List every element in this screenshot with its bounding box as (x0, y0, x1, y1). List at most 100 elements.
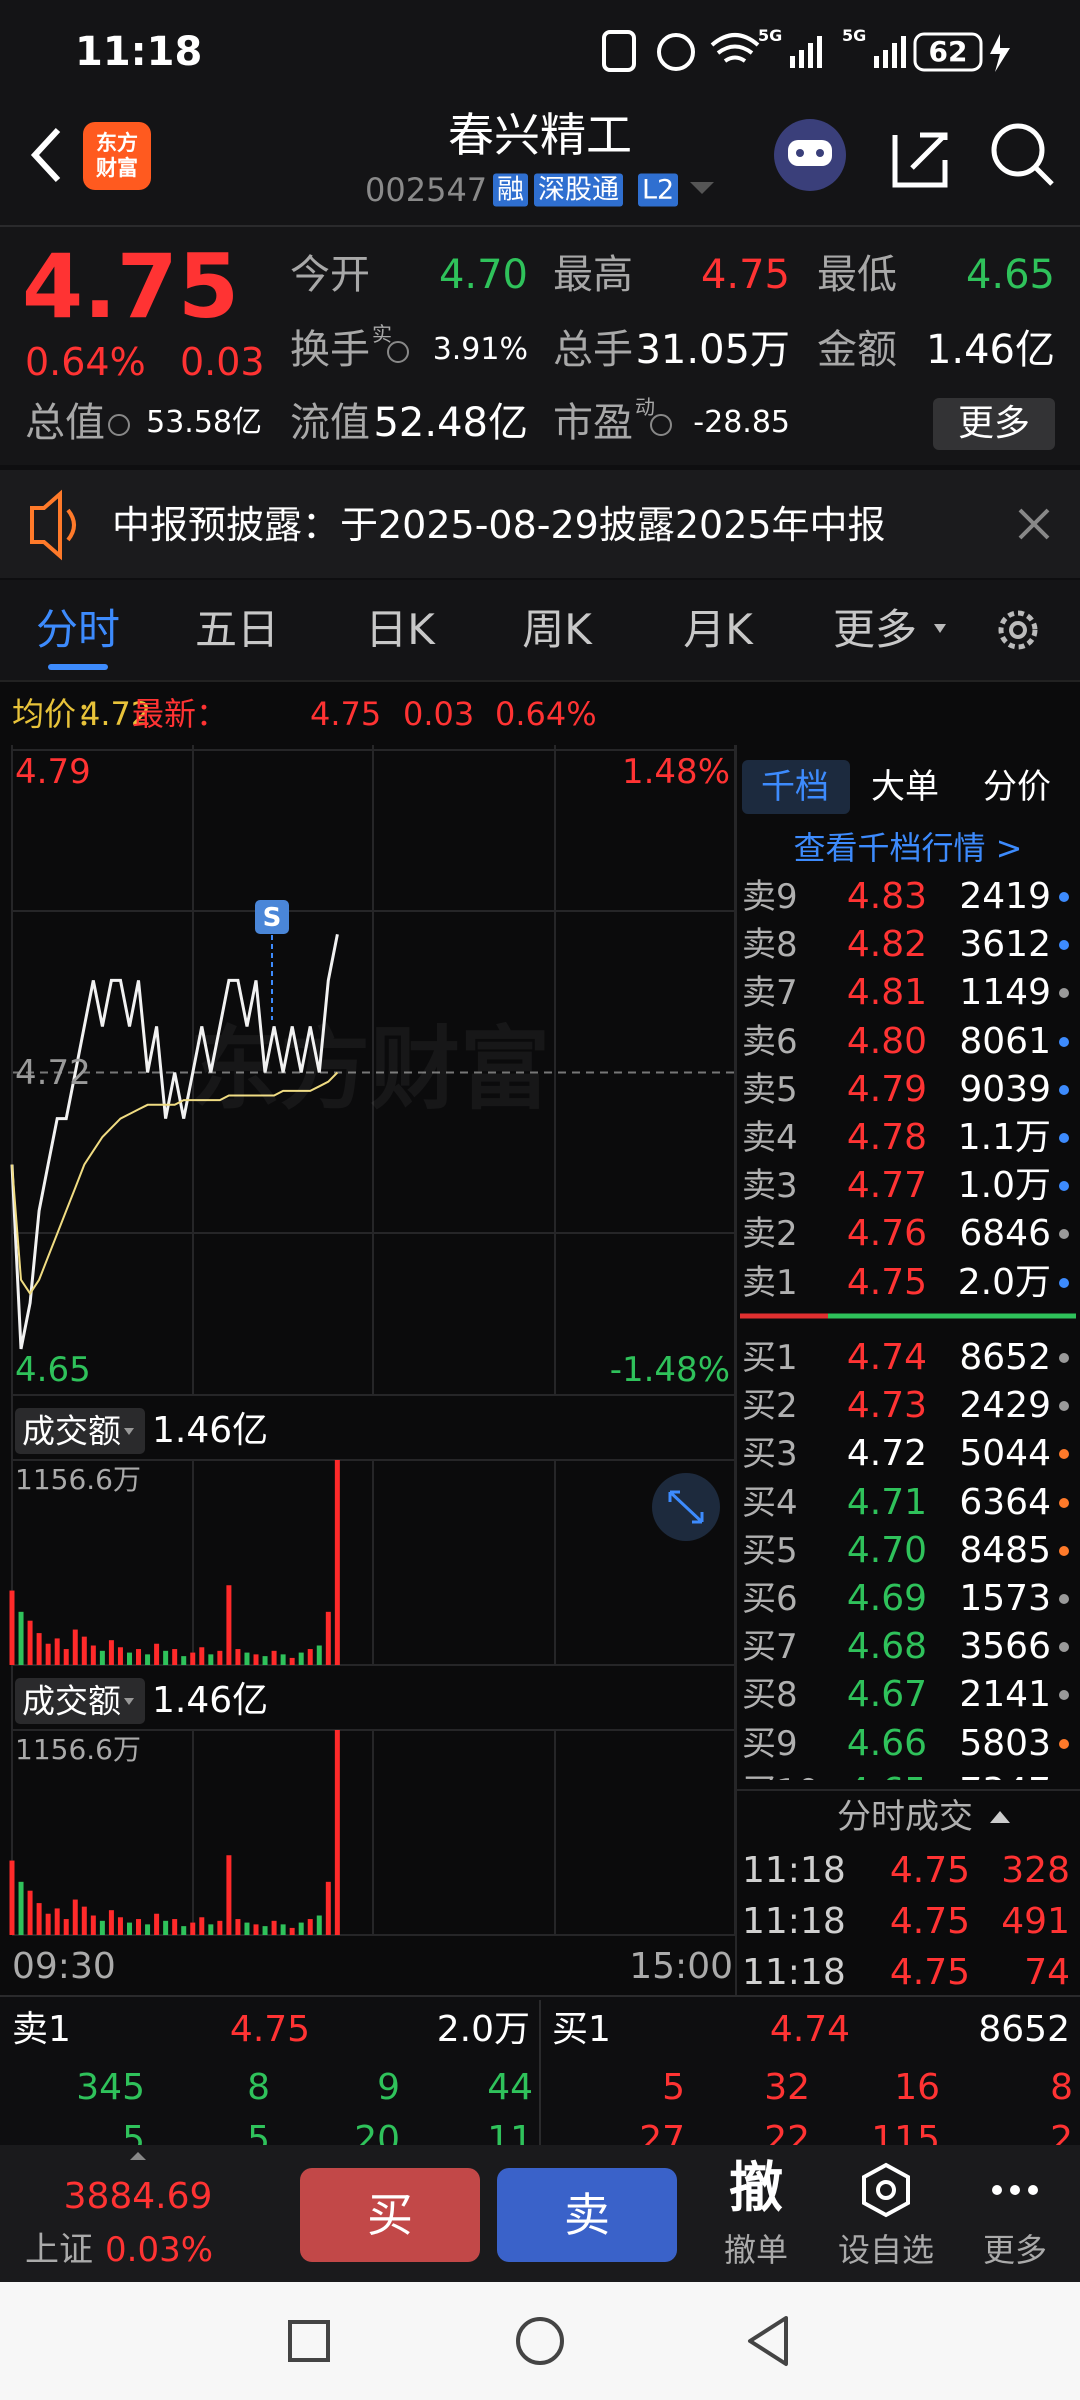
more-button[interactable] (933, 398, 1055, 450)
more-label[interactable]: 更多 (982, 2231, 1048, 2269)
buy-label[interactable]: 买 (367, 2188, 413, 2242)
volume-bar (117, 1647, 123, 1665)
field-value: 4.65 (965, 252, 1055, 298)
book-dot (1059, 1133, 1069, 1143)
volume-bar (126, 1922, 132, 1935)
volume-bar (90, 1915, 96, 1935)
volume-bar (325, 1881, 331, 1935)
wifi-icon (710, 33, 760, 63)
change-percent: 0.64% (25, 340, 146, 384)
cancel-icon[interactable]: 撤 (729, 2156, 783, 2219)
order-book: 卖9 4.83 2419 卖8 4.82 3612 卖7 4.81 1149 卖6 4.80 8061… (737, 870, 1080, 1780)
speaker-icon (30, 489, 76, 561)
volume-bar (108, 1640, 114, 1665)
book-label: 卖4 (742, 1118, 798, 1158)
book-link[interactable]: 查看千档行情 > (793, 829, 1023, 867)
book-tab[interactable]: 千档 (761, 767, 829, 807)
depth-price: 4.75 (229, 2009, 311, 2050)
book-label: 买3 (742, 1434, 798, 1475)
indicator-select[interactable] (15, 1408, 145, 1454)
book-label: 卖6 (742, 1021, 798, 1062)
change-amount: 0.03 (403, 695, 475, 733)
volume-bar (289, 1657, 295, 1665)
chart-tab[interactable]: 日K (365, 605, 435, 654)
stock-tag: L2 (638, 173, 679, 207)
depth-order: 44 (487, 2067, 533, 2108)
nav-recent[interactable] (288, 2320, 330, 2362)
volume-bar (307, 1649, 313, 1665)
book-tab[interactable]: 大单 (871, 767, 939, 807)
book-label: 买1 (742, 1338, 798, 1378)
info-icon (650, 414, 672, 436)
indicator-total: 1.46亿 (152, 1680, 269, 1721)
book-dot (1059, 1690, 1069, 1701)
last-label: 最新： (132, 695, 229, 733)
volume-bar (136, 1649, 142, 1665)
back-button[interactable] (30, 127, 61, 183)
settings-button[interactable] (998, 610, 1038, 650)
volume-bar (190, 1652, 196, 1665)
chart-tab[interactable]: 分时 (35, 605, 121, 654)
signal-marker (255, 900, 289, 934)
depth-order: 9 (377, 2067, 400, 2108)
book-label: 买5 (742, 1530, 798, 1571)
volume-bar (208, 1654, 214, 1665)
volume-bar (190, 1922, 196, 1935)
sell-label[interactable]: 卖 (564, 2188, 610, 2242)
notice-bg (0, 470, 1080, 578)
trade-time: 11:18 (742, 1901, 846, 1942)
indicator-name: 成交额 (22, 1681, 121, 1721)
volume-bar (298, 1922, 304, 1935)
buy-button[interactable] (300, 2168, 480, 2262)
volume-bar (244, 1652, 250, 1665)
depth-order: 345 (76, 2067, 145, 2108)
close-button[interactable] (1018, 508, 1050, 540)
indicator-select[interactable] (15, 1678, 145, 1724)
more-button[interactable]: 更多 (957, 403, 1031, 444)
volume-bar (27, 1890, 33, 1935)
share-button[interactable] (892, 132, 948, 188)
volume-bar (280, 1924, 286, 1935)
depth-panel: 卖1 4.75 2.0万 345 8 9 44 5 5 20 11 买1 4.74 8652 5 32 16 8 2… (0, 1998, 1080, 2146)
chart-tab[interactable]: 更多 (832, 605, 918, 654)
book-label: 买7 (742, 1627, 798, 1668)
avg-price: 4.72 (80, 695, 152, 733)
volume-bar (325, 1611, 331, 1665)
field-value: 53.58亿 (146, 405, 262, 440)
book-price: 4.66 (846, 1722, 927, 1764)
volume-bar (181, 1926, 187, 1935)
sort-icon (990, 1811, 1010, 1823)
cancel-label[interactable]: 撤单 (723, 2231, 789, 2269)
trade-time: 11:18 (742, 1850, 846, 1891)
book-volume: 5044 (959, 1433, 1051, 1475)
trade-price: 4.75 (889, 1850, 970, 1891)
dropdown-icon[interactable] (690, 182, 714, 194)
tabs-bg (0, 580, 1080, 682)
search-button[interactable] (991, 123, 1045, 177)
watch-icon[interactable] (862, 2162, 910, 2218)
book-dot (1059, 892, 1069, 902)
book-volume: 1149 (959, 972, 1051, 1014)
volume-bar (136, 1919, 142, 1935)
chart-tab[interactable]: 五日 (194, 605, 280, 654)
field-sup: 动 (635, 395, 655, 419)
chart-tab[interactable]: 周K (522, 605, 592, 654)
more-icon[interactable] (992, 2185, 1038, 2195)
book-volume: 3612 (959, 924, 1051, 966)
book-volume: 1573 (959, 1578, 1051, 1619)
watch-label[interactable]: 设自选 (837, 2231, 935, 2269)
chart-tab[interactable]: 月K (683, 605, 753, 654)
nav-back[interactable] (748, 2316, 788, 2366)
book-tab[interactable]: 分价 (983, 767, 1051, 807)
volume-bar (307, 1919, 313, 1935)
nav-home[interactable] (516, 2317, 564, 2365)
book-price: 4.83 (846, 876, 927, 917)
book-label: 卖5 (742, 1069, 798, 1110)
book-price: 4.68 (846, 1626, 927, 1668)
sell-button[interactable] (497, 2168, 677, 2262)
dropdown-icon (124, 1428, 134, 1435)
volume-bar (226, 1855, 232, 1935)
battery-icon (913, 32, 983, 72)
volume-bar (154, 1643, 160, 1665)
book-label: 买2 (742, 1386, 798, 1427)
